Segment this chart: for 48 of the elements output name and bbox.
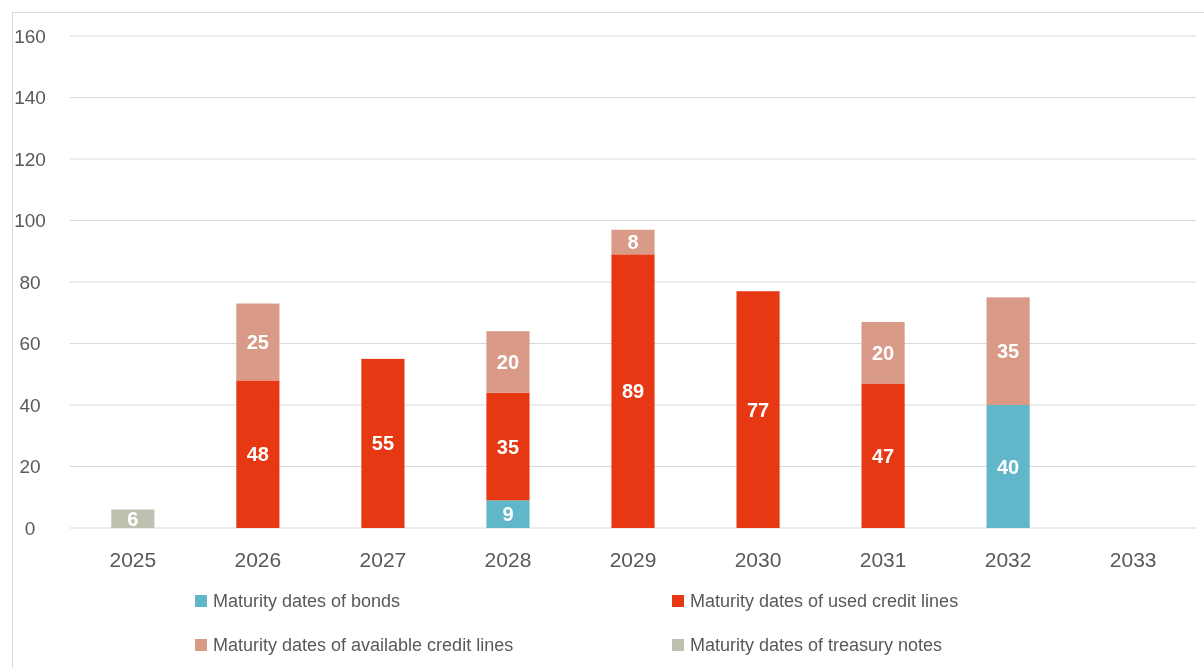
bar (486, 392, 530, 501)
bar (986, 405, 1030, 528)
data-label: 9 (502, 503, 514, 526)
x-tick-label: 2031 (859, 548, 907, 572)
y-tick-label: 120 (14, 148, 46, 170)
y-tick-label: 100 (14, 210, 46, 232)
bar (861, 321, 905, 384)
bar (986, 297, 1030, 405)
bar (486, 331, 530, 393)
y-tick-label: 160 (14, 25, 46, 47)
bar (736, 291, 780, 528)
y-tick-label: 40 (19, 394, 41, 416)
y-tick-label: 140 (14, 87, 46, 109)
x-tick-label: 2025 (109, 548, 157, 572)
data-label: 89 (621, 380, 645, 403)
bar (236, 380, 280, 528)
legend-label: Maturity dates of treasury notes (690, 635, 943, 656)
x-tick-label: 2029 (609, 548, 657, 572)
y-tick-label: 60 (19, 333, 41, 355)
data-label: 20 (871, 341, 895, 364)
legend-label: Maturity dates of used credit lines (690, 591, 959, 612)
y-tick-label: 80 (19, 271, 41, 293)
data-label: 25 (246, 330, 269, 353)
legend-label: Maturity dates of bonds (213, 591, 401, 612)
y-tick-label: 20 (19, 456, 41, 478)
data-label: 35 (997, 340, 1020, 363)
data-label: 55 (371, 432, 395, 455)
x-tick-label: 2030 (734, 548, 782, 572)
x-tick-label: 2032 (984, 548, 1032, 572)
bar (361, 358, 405, 528)
data-label: 35 (496, 435, 520, 458)
x-tick-label: 2026 (234, 548, 282, 572)
bar (236, 303, 280, 381)
data-label: 20 (496, 350, 520, 373)
data-label: 40 (997, 455, 1020, 478)
x-tick-label: 2028 (484, 548, 532, 572)
bar (486, 500, 530, 528)
data-label: 6 (127, 507, 139, 530)
x-tick-label: 2033 (1109, 548, 1157, 572)
data-label: 77 (746, 398, 770, 421)
data-label: 8 (627, 231, 639, 254)
bar (611, 254, 655, 528)
data-label: 48 (246, 443, 269, 466)
y-tick-label: 0 (24, 517, 36, 539)
bar (861, 383, 905, 528)
legend-label: Maturity dates of available credit lines (213, 635, 514, 656)
data-label: 47 (871, 444, 895, 467)
x-tick-label: 2027 (359, 548, 407, 572)
